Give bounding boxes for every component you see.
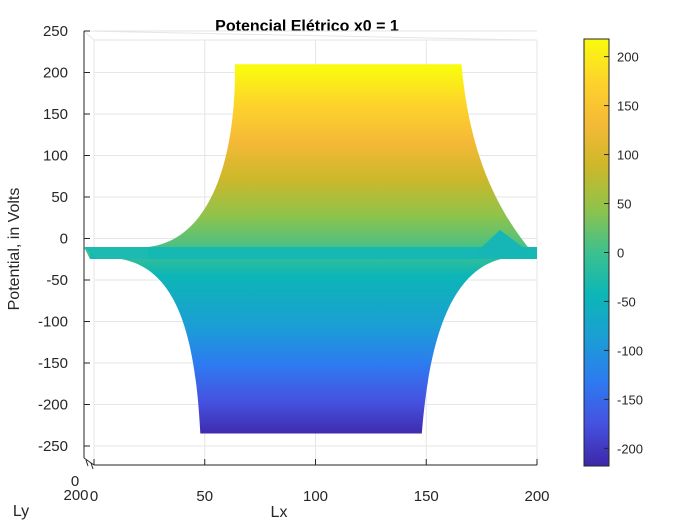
z-tick-label: -250: [38, 438, 68, 455]
y-axis-line: [83, 457, 95, 466]
surface-center-band: [90, 247, 537, 259]
colorbar-tick-label: -100: [617, 343, 643, 358]
x-axis-label: Lx: [271, 504, 288, 521]
x-tick-label: 150: [414, 488, 439, 505]
y-tick-label: 0: [71, 473, 79, 490]
z-axis-label: Potential, in Volts: [6, 188, 23, 311]
colorbar-tick-label: 0: [617, 246, 624, 261]
z-tick-label: -200: [38, 397, 68, 414]
y-axis-label: Ly: [13, 503, 29, 520]
box-depth-edge: [83, 30, 95, 41]
colorbar-tick-label: 50: [617, 197, 631, 212]
x-tick-label: 200: [524, 488, 549, 505]
colorbar-tick-label: 200: [617, 50, 639, 65]
surface-left-edge: [84, 247, 148, 259]
box-back-top-edge: [83, 30, 531, 41]
z-tick-label: -150: [38, 355, 68, 372]
x-tick-label: 0: [90, 488, 98, 505]
colorbar-tick-label: 100: [617, 148, 639, 163]
y-tick-mark: [90, 462, 94, 470]
x-tick-label: 50: [196, 488, 213, 505]
colorbar-tick-label: 150: [617, 99, 639, 114]
z-tick-label: -50: [46, 272, 68, 289]
x-tick-labels: 0 50 100 150 200: [90, 488, 550, 505]
z-tick-label: 250: [43, 23, 68, 40]
z-tick-label: 200: [43, 65, 68, 82]
axes: [83, 30, 538, 470]
surface-right-edge: [470, 230, 537, 258]
y-tick-label: 200: [63, 487, 88, 504]
z-tick-label: 50: [51, 189, 68, 206]
colorbar-ticks: 200 150 100 50 0 -50 -100 -150 -200: [604, 50, 643, 456]
z-tick-label: 100: [43, 148, 68, 165]
x-tick-label: 100: [303, 488, 328, 505]
colorbar-tick-label: -200: [617, 441, 643, 456]
z-tick-label: 150: [43, 106, 68, 123]
surface-lower-lobe: [84, 247, 537, 434]
z-tick-label: 0: [60, 231, 68, 248]
surface-upper-lobe: [84, 64, 537, 259]
z-tick-label: -100: [38, 314, 68, 331]
z-tick-labels: 250 200 150 100 50 0 -50 -100 -150 -200 -250: [38, 23, 68, 455]
potential-surface: [84, 64, 537, 434]
y-tick-mark: [85, 459, 89, 467]
chart-title: Potencial Elétrico x0 = 1: [215, 18, 399, 35]
colorbar-tick-label: -150: [617, 392, 643, 407]
colorbar-tick-label: -50: [617, 294, 636, 309]
